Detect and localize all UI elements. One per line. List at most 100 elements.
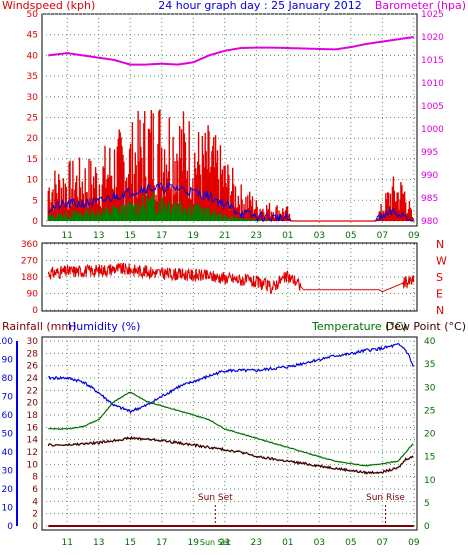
baro-tick-label: 990 <box>421 171 438 181</box>
baro-tick-label: 985 <box>421 194 438 204</box>
baro-tick-label: 1015 <box>421 56 444 66</box>
sunrise-label: Sun Rise <box>366 493 405 503</box>
temp-x-tick-label: 21 <box>219 538 230 548</box>
temp-x-tick-label: 13 <box>93 538 104 548</box>
compass-label: N <box>436 238 444 251</box>
rain-tick-label: 60 <box>2 411 14 421</box>
temp-tick-label: 40 <box>424 337 436 347</box>
temp-tick-label: 30 <box>424 383 436 393</box>
compass-label: S <box>436 271 443 284</box>
wind-tick-label: 50 <box>27 10 39 20</box>
speed-series <box>47 193 273 221</box>
wind-x-tick-label: 17 <box>156 231 167 241</box>
humidity-tick-label: 30 <box>27 337 39 347</box>
humidity-tick-label: 8 <box>32 473 38 483</box>
rain-tick-label: 40 <box>2 448 14 458</box>
humidity-tick-label: 26 <box>27 362 39 372</box>
dir-tick-label: 180 <box>21 273 38 283</box>
rain-tick-label: 20 <box>2 485 14 495</box>
dir-tick-label: 360 <box>21 240 38 250</box>
rain-tick-label: 90 <box>2 356 14 366</box>
wind-tick-label: 45 <box>27 31 38 41</box>
humidity-tick-label: 14 <box>27 436 39 446</box>
humidity-tick-label: 24 <box>27 374 39 384</box>
temp-panel-frame <box>41 336 418 531</box>
humidity-tick-label: 0 <box>32 522 38 532</box>
wind-direction-series <box>47 262 415 294</box>
compass-label: W <box>436 255 447 268</box>
baro-tick-label: 1020 <box>421 33 444 43</box>
temp-x-tick-label: 11 <box>61 538 72 548</box>
wind-tick-label: 20 <box>27 134 39 144</box>
temp-x-tick-label: 17 <box>156 538 167 548</box>
wind-tick-label: 15 <box>27 155 38 165</box>
rain-tick-label: 50 <box>2 430 14 440</box>
humidity-series <box>48 343 414 414</box>
temp-tick-label: 15 <box>424 453 435 463</box>
temp-tick-label: 20 <box>424 430 436 440</box>
humidity-tick-label: 20 <box>27 399 39 409</box>
barometer-series <box>48 36 414 66</box>
humidity-tick-label: 16 <box>27 423 39 433</box>
temp-tick-label: 5 <box>424 499 430 509</box>
temperature-axis-label: Temperature (°C) <box>311 320 407 333</box>
baro-tick-label: 1025 <box>421 10 444 20</box>
temp-x-tick-label: 15 <box>125 538 136 548</box>
humidity-axis-label: Humidity (%) <box>68 320 140 333</box>
humidity-tick-label: 28 <box>27 349 39 359</box>
wind-x-tick-label: 21 <box>219 231 230 241</box>
barometer-axis-label: Barometer (hpa) <box>375 0 466 12</box>
baro-tick-label: 1000 <box>421 125 444 135</box>
windspeed-axis-label: Windspeed (kph) <box>2 0 95 12</box>
temp-x-tick-label: 05 <box>345 538 356 548</box>
humidity-tick-label: 18 <box>27 411 39 421</box>
compass-label: N <box>436 304 444 317</box>
wind-x-tick-label: 01 <box>282 231 293 241</box>
humidity-tick-label: 22 <box>27 386 38 396</box>
rain-tick-label: 80 <box>2 374 14 384</box>
wind-tick-label: 35 <box>27 72 38 82</box>
temp-tick-label: 35 <box>424 360 435 370</box>
sunset-label: Sun Set <box>198 493 233 503</box>
rain-tick-label: 70 <box>2 393 14 403</box>
dir-tick-label: 0 <box>32 306 38 316</box>
rain-tick-label: 0 <box>7 522 13 532</box>
wind-x-tick-label: 23 <box>251 231 262 241</box>
humidity-tick-label: 6 <box>32 485 38 495</box>
wind-tick-label: 40 <box>27 51 39 61</box>
rain-tick-label: 100 <box>0 337 13 347</box>
wind-panel-frame <box>41 13 418 227</box>
temp-tick-label: 0 <box>424 522 430 532</box>
dewpoint-series <box>47 435 414 475</box>
dewpoint-axis-label: Dew Point (°C) <box>386 320 466 333</box>
humidity-tick-label: 12 <box>27 448 38 458</box>
baro-tick-label: 1010 <box>421 79 444 89</box>
dir-tick-label: 270 <box>21 257 38 267</box>
dir-tick-label: 90 <box>27 290 39 300</box>
temp-tick-label: 10 <box>424 476 436 486</box>
wind-x-tick-label: 15 <box>125 231 136 241</box>
temp-x-tick-label: 01 <box>282 538 293 548</box>
wind-x-tick-label: 03 <box>314 231 325 241</box>
baro-tick-label: 995 <box>421 148 438 158</box>
wind-x-tick-label: 19 <box>188 231 200 241</box>
temp-x-tick-label: 19 <box>188 538 200 548</box>
humidity-tick-label: 4 <box>32 497 38 507</box>
wind-tick-label: 30 <box>27 93 39 103</box>
baro-tick-label: 980 <box>421 217 438 227</box>
temp-tick-label: 25 <box>424 406 435 416</box>
wind-tick-label: 25 <box>27 114 38 124</box>
wind-x-tick-label: 07 <box>377 231 388 241</box>
temp-x-tick-label: 09 <box>408 538 420 548</box>
wind-x-tick-label: 05 <box>345 231 356 241</box>
wind-x-tick-label: 11 <box>61 231 72 241</box>
rain-tick-label: 10 <box>2 504 14 514</box>
temp-x-tick-label: 03 <box>314 538 325 548</box>
baro-tick-label: 1005 <box>421 102 444 112</box>
wind-tick-label: 10 <box>27 176 39 186</box>
temp-x-tick-label: 07 <box>377 538 388 548</box>
rainfall-axis-label: Rainfall (mm) <box>2 320 76 333</box>
compass-label: E <box>436 288 443 301</box>
wind-tick-label: 5 <box>32 196 38 206</box>
